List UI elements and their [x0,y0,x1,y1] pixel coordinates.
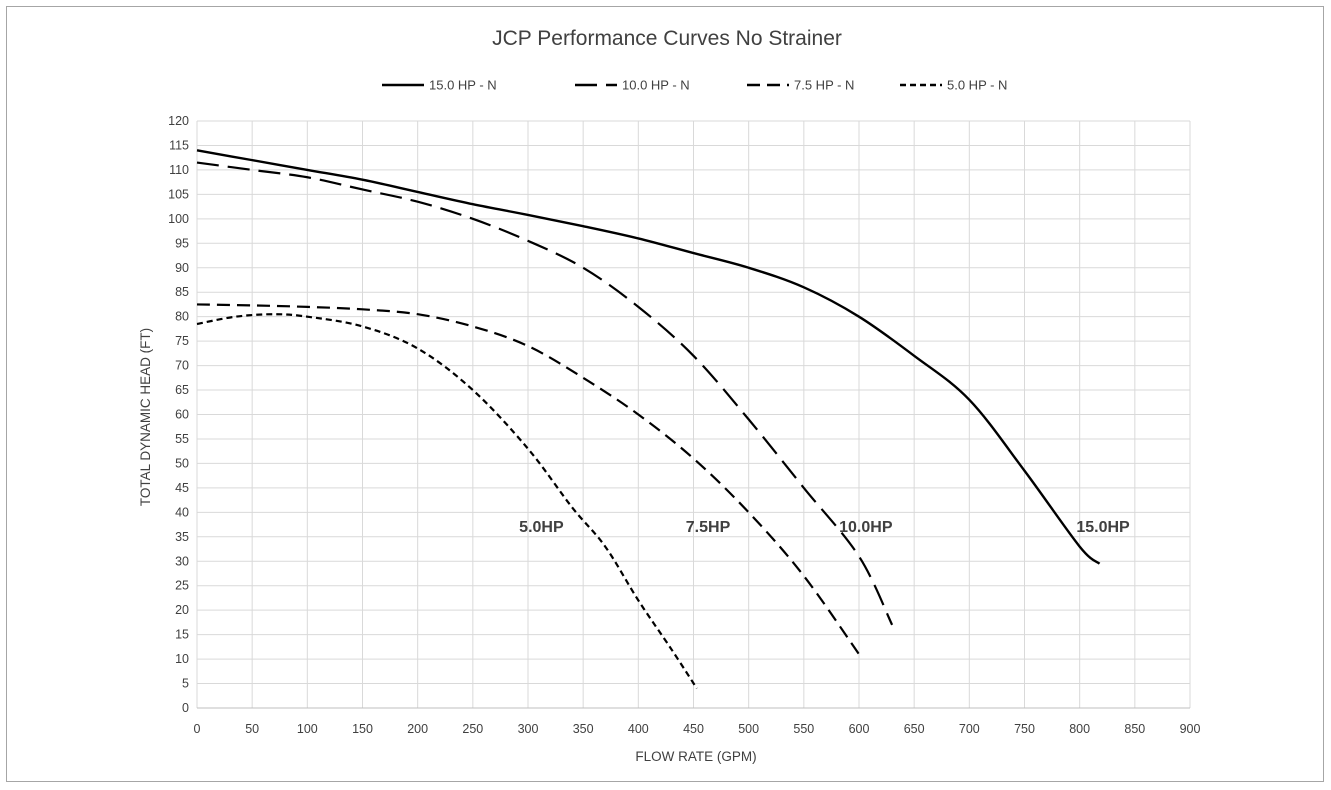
y-tick-label: 0 [182,701,189,715]
y-tick-label: 25 [175,579,189,593]
y-tick-label: 30 [175,554,189,568]
x-tick-label: 900 [1180,722,1201,736]
curve-label-7-5-hp-n: 7.5HP [686,519,731,536]
curve-label-5-0-hp-n: 5.0HP [519,519,564,536]
x-tick-label: 0 [194,722,201,736]
y-tick-label: 90 [175,261,189,275]
y-tick-label: 110 [169,163,189,177]
y-tick-label: 45 [175,481,189,495]
x-tick-label: 750 [1014,722,1035,736]
y-tick-label: 95 [175,236,189,250]
legend-label-15-0-hp-n: 15.0 HP - N [429,78,497,93]
curve-label-10-0-hp-n: 10.0HP [839,519,893,536]
performance-chart: JCP Performance Curves No Strainer 15.0 … [138,27,1201,764]
y-tick-label: 15 [175,628,189,642]
y-tick-label: 60 [175,408,189,422]
x-tick-label: 150 [352,722,373,736]
series-line-5-0-hp-n [196,313,698,690]
x-tick-label: 500 [738,722,759,736]
series-line-15-0-hp-n [196,149,1101,565]
y-tick-label: 5 [182,677,189,691]
series-lines [196,149,1101,690]
x-tick-label: 700 [959,722,980,736]
y-tick-label: 55 [175,432,189,446]
x-tick-label: 850 [1124,722,1145,736]
chart-frame: JCP Performance Curves No Strainer 15.0 … [6,6,1324,782]
y-tick-label: 80 [175,310,189,324]
y-axis-ticks: 0 5 10 15 20 25 30 35 40 45 50 55 60 65 70 75 80 85 90 95 10… [168,114,189,715]
y-tick-label: 40 [175,505,189,519]
x-tick-label: 800 [1069,722,1090,736]
x-tick-label: 100 [297,722,318,736]
x-tick-label: 400 [628,722,649,736]
chart-title: JCP Performance Curves No Strainer [492,27,842,50]
legend-label-10-0-hp-n: 10.0 HP - N [622,78,690,93]
y-tick-label: 120 [168,114,189,128]
y-axis-label: TOTAL DYNAMIC HEAD (FT) [138,328,153,506]
curve-label-15-0-hp-n: 15.0HP [1076,519,1130,536]
y-tick-label: 85 [175,285,189,299]
grid [196,120,1191,709]
x-tick-label: 50 [245,722,259,736]
y-tick-label: 10 [175,652,189,666]
legend-label-7-5-hp-n: 7.5 HP - N [794,78,854,93]
x-axis-label: FLOW RATE (GPM) [635,749,756,764]
y-tick-label: 75 [175,334,189,348]
legend-label-5-0-hp-n: 5.0 HP - N [947,78,1007,93]
legend: 15.0 HP - N 10.0 HP - N 7.5 HP - N 5.0 HP -… [382,78,1007,93]
y-tick-label: 20 [175,603,189,617]
x-tick-label: 650 [904,722,925,736]
x-tick-label: 300 [518,722,539,736]
y-tick-label: 115 [169,138,189,152]
y-tick-label: 70 [175,359,189,373]
x-tick-label: 550 [793,722,814,736]
y-tick-label: 35 [175,530,189,544]
y-tick-label: 65 [175,383,189,397]
series-line-10-0-hp-n [196,161,894,626]
series-line-7-5-hp-n [196,303,860,655]
x-tick-label: 600 [849,722,870,736]
curve-labels: 15.0HP 10.0HP 7.5HP 5.0HP [519,519,1130,536]
x-axis-ticks: 0 50 100 150 200 250 300 350 400 450 500 550 600 650 7… [194,722,1201,736]
y-tick-label: 105 [168,187,189,201]
y-tick-label: 50 [175,456,189,470]
x-tick-label: 350 [573,722,594,736]
y-tick-label: 100 [168,212,189,226]
x-tick-label: 250 [462,722,483,736]
x-tick-label: 200 [407,722,428,736]
x-tick-label: 450 [683,722,704,736]
